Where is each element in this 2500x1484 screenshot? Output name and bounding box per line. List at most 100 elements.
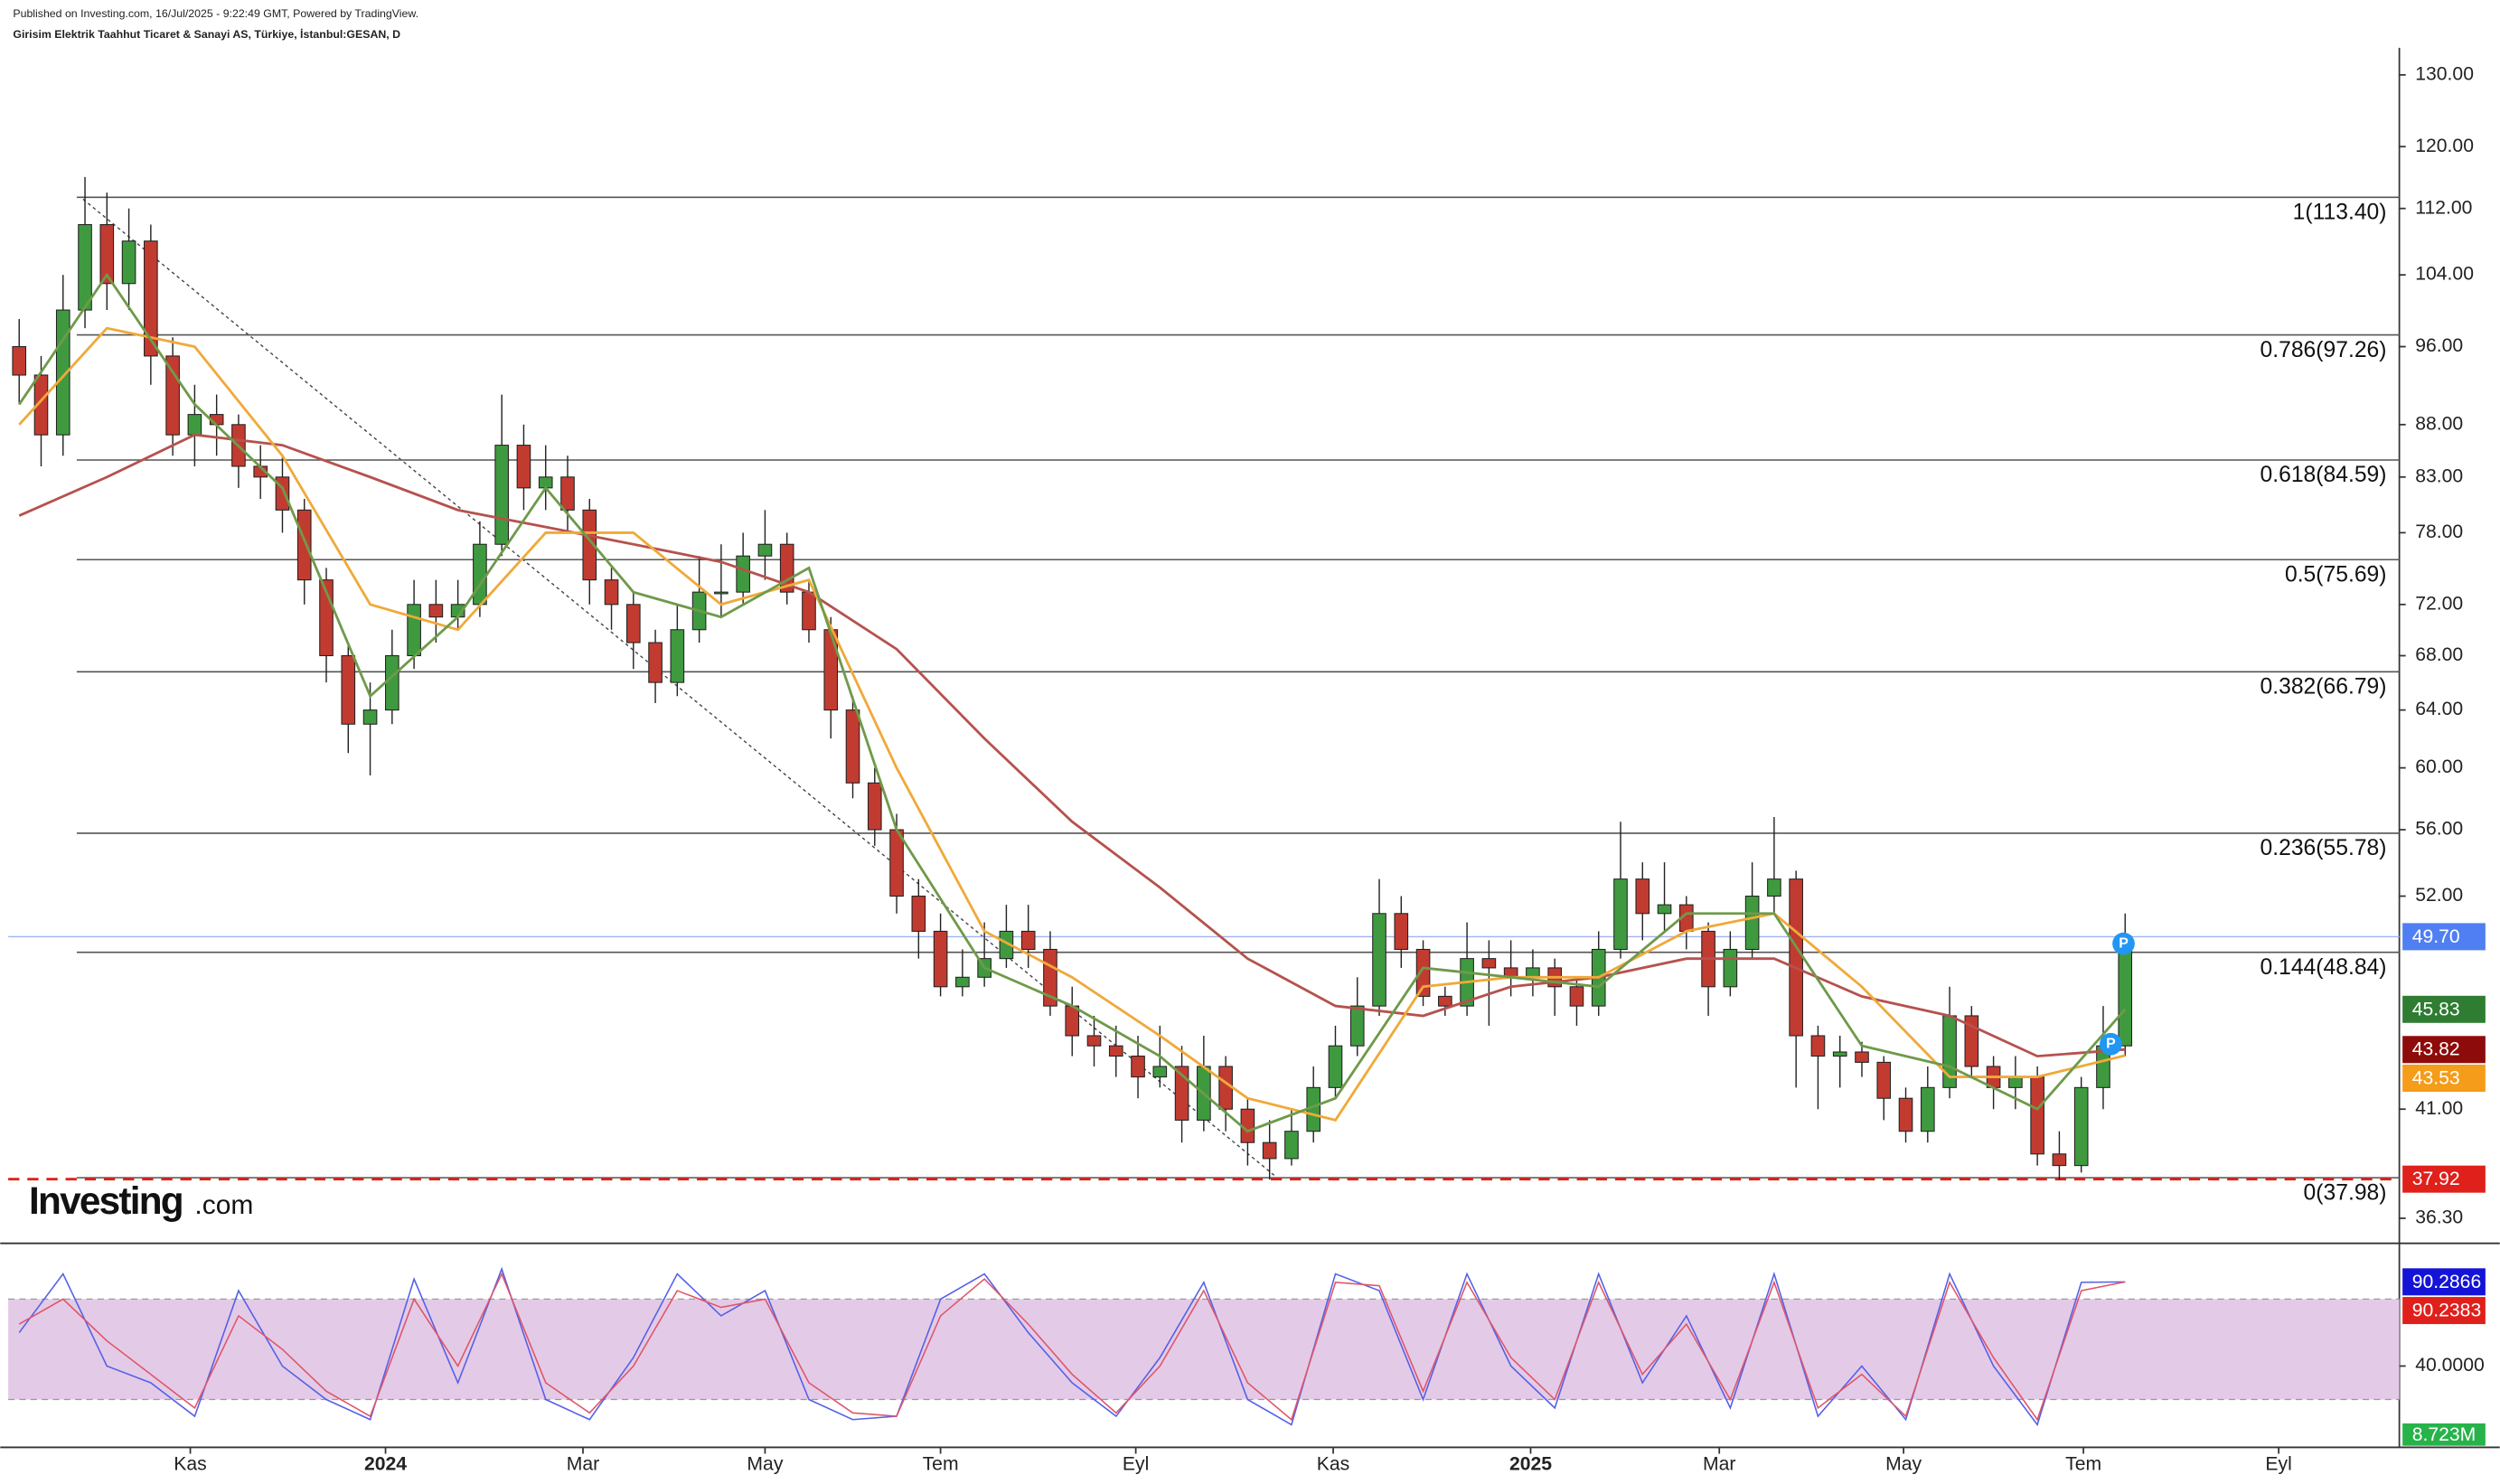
stoch-band <box>8 1299 2400 1400</box>
volume-tag-label: 8.723M <box>2412 1424 2477 1445</box>
y-tick-label: 72.00 <box>2415 593 2463 614</box>
price-tag <box>2402 923 2486 951</box>
candle-body <box>407 604 421 657</box>
candle-body <box>1481 958 1497 969</box>
y-tick-label: 88.00 <box>2415 413 2463 434</box>
candle-body <box>625 604 641 643</box>
candle-body <box>1810 1035 1826 1057</box>
candle-body <box>2008 1076 2023 1088</box>
stoch-line <box>18 1272 2126 1422</box>
x-tick-label: Kas <box>174 1453 206 1474</box>
pivot-dot <box>2100 1032 2122 1056</box>
candle-body <box>933 930 948 988</box>
y-tick-label: 52.00 <box>2415 885 2463 906</box>
candle-body <box>1372 913 1386 1007</box>
x-tick-label: Kas <box>1317 1453 1349 1474</box>
pivot-marker: P <box>2112 932 2135 955</box>
candle-body <box>144 240 158 357</box>
candle-body <box>1789 878 1803 1037</box>
y-tick-label: 104.00 <box>2415 264 2474 285</box>
candle-body <box>670 629 685 683</box>
candle-body <box>1020 930 1036 950</box>
price-tag <box>2402 1297 2486 1325</box>
price-tag-label: 43.82 <box>2412 1039 2460 1060</box>
x-tick-label: Mar <box>567 1453 599 1474</box>
candle-body <box>714 591 728 595</box>
candle-body <box>1438 995 1452 1007</box>
candle-body <box>867 782 882 831</box>
candle-body <box>1415 948 1431 997</box>
candle-body <box>165 355 180 436</box>
pivot-marker: P <box>2100 1032 2122 1056</box>
candle-body <box>1855 1051 1869 1063</box>
candle-body <box>1131 1056 1145 1078</box>
candle-body <box>1744 896 1760 950</box>
fib-label: 0.144(48.84) <box>2260 955 2386 980</box>
candle-body <box>473 543 487 606</box>
pivot-dot <box>2112 932 2135 955</box>
candle-body <box>55 309 70 436</box>
x-tick-label: Eyl <box>1123 1453 1149 1474</box>
candle-body <box>802 591 816 631</box>
x-tick-label: May <box>1885 1453 1922 1474</box>
candle-body <box>1613 878 1628 950</box>
x-tick-label: 2025 <box>1509 1453 1552 1474</box>
price-tag-label: 90.2866 <box>2412 1272 2481 1292</box>
x-tick-label: Eyl <box>2265 1453 2291 1474</box>
candle-body <box>560 476 575 511</box>
price-tag <box>2402 995 2486 1023</box>
candle-body <box>1920 1086 1935 1132</box>
candle-body <box>1394 913 1409 950</box>
candle-body <box>428 604 444 618</box>
candle-body <box>736 555 750 593</box>
y-tick-label: 60.00 <box>2415 756 2463 777</box>
y-tick-label: 83.00 <box>2415 465 2463 486</box>
y-tick-label: 112.00 <box>2415 197 2472 218</box>
candle-body <box>1152 1066 1168 1078</box>
y-tick-label: 56.00 <box>2415 819 2463 840</box>
candle-body <box>648 642 663 683</box>
price-tag-label: 90.2383 <box>2412 1301 2481 1321</box>
candle-body <box>1108 1045 1123 1057</box>
pivot-label: P <box>2119 935 2129 951</box>
candle-body <box>1065 1005 1080 1037</box>
candle-body <box>1174 1066 1189 1121</box>
stoch-line <box>18 1266 2126 1427</box>
candle-body <box>582 509 597 581</box>
candle-body <box>516 445 531 489</box>
candle-body <box>362 709 378 725</box>
price-tag-label: 43.53 <box>2412 1067 2460 1088</box>
moving-average <box>18 433 2126 1058</box>
y-tick-label: 41.00 <box>2415 1098 2463 1119</box>
price-tag <box>2402 1065 2486 1093</box>
y-tick-label: 96.00 <box>2415 335 2463 356</box>
price-tag-label: 45.83 <box>2412 999 2460 1019</box>
fib-label: 0.618(84.59) <box>2260 463 2386 487</box>
logo: Investing .com <box>29 1179 253 1222</box>
candle-body <box>78 223 92 311</box>
candle-body <box>1526 967 1540 978</box>
y-tick-label: 130.00 <box>2415 63 2474 84</box>
candle-body <box>889 829 904 897</box>
moving-average <box>18 272 2127 1133</box>
price-tag <box>2402 1165 2486 1193</box>
y-tick-label: 64.00 <box>2415 699 2463 719</box>
x-tick-label: 2024 <box>364 1453 407 1474</box>
candle-body <box>1832 1051 1847 1057</box>
instrument-title: Girisim Elektrik Taahhut Ticaret & Sanay… <box>13 27 400 41</box>
candle-body <box>1328 1045 1343 1088</box>
price-tag <box>2402 1036 2486 1064</box>
candle-body <box>1767 878 1781 897</box>
logo-suffix: .com <box>194 1190 253 1220</box>
logo-name: Investing <box>29 1179 183 1222</box>
candle-body <box>1657 904 1672 915</box>
x-tick-label: Tem <box>2065 1453 2101 1474</box>
volume-tag <box>2402 1423 2486 1446</box>
candle-body <box>955 976 970 988</box>
candle-body <box>2052 1153 2067 1167</box>
candle-body <box>385 654 399 711</box>
y-tick-label: 78.00 <box>2415 521 2463 542</box>
y-tick-label: 120.00 <box>2415 136 2474 156</box>
candle-body <box>341 654 356 725</box>
